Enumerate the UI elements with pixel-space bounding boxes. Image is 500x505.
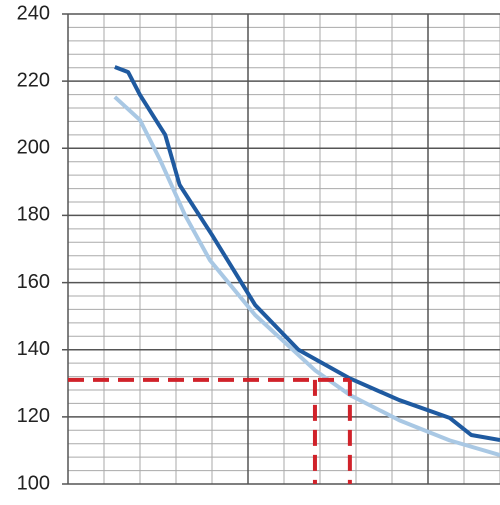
data-line (114, 65, 500, 442)
y-tick-label: 240 (17, 2, 50, 24)
y-tick-label: 220 (17, 69, 50, 91)
y-tick-label: 160 (17, 271, 50, 293)
y-tick-label: 140 (17, 338, 50, 360)
y-tick-label: 100 (17, 472, 50, 494)
y-tick-label: 200 (17, 137, 50, 159)
y-tick-label: 120 (17, 405, 50, 427)
data-line (113, 95, 500, 458)
y-tick-label: 180 (17, 204, 50, 226)
